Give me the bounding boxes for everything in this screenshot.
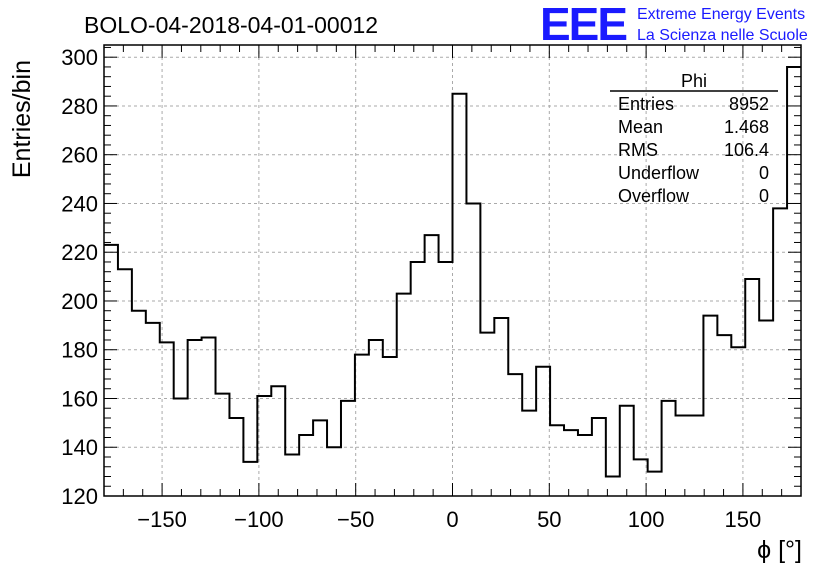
histogram-bin xyxy=(439,262,453,496)
histogram-bin xyxy=(494,318,508,496)
chart-title: BOLO-04-2018-04-01-00012 xyxy=(84,12,378,38)
x-axis-label: ϕ [°] xyxy=(757,536,802,564)
stats-label: RMS xyxy=(618,140,658,160)
y-tick-labels: 120 140 160 180 200 220 240 260 280 300 xyxy=(61,45,98,509)
histogram-bin xyxy=(229,418,243,496)
histogram-bin xyxy=(425,235,439,496)
x-tick-label: 150 xyxy=(725,507,762,532)
histogram-outline xyxy=(104,65,801,478)
histogram-bin xyxy=(341,401,355,496)
y-tick-label: 140 xyxy=(61,435,98,460)
y-tick-label: 200 xyxy=(61,289,98,314)
histogram-bin xyxy=(271,386,285,496)
histogram-bin xyxy=(369,340,383,496)
histogram-bin xyxy=(508,374,522,496)
histogram-bin xyxy=(773,208,787,496)
axis-ticks xyxy=(103,45,802,497)
histogram-bin xyxy=(243,462,257,496)
histogram-bin xyxy=(787,67,801,496)
y-tick-label: 300 xyxy=(61,45,98,70)
x-tick-labels: −150 −100 −50 0 50 100 150 xyxy=(137,507,761,532)
histogram-bin xyxy=(717,335,731,496)
x-tick-label: −100 xyxy=(234,507,284,532)
histogram-bin xyxy=(132,311,146,496)
logo-line2: La Scienza nelle Scuole xyxy=(637,27,808,44)
stats-label: Underflow xyxy=(618,163,700,183)
stats-value: 1.468 xyxy=(724,117,769,137)
histogram-bin xyxy=(480,333,494,496)
histogram-bin xyxy=(118,269,132,496)
histogram-bin xyxy=(522,411,536,496)
histogram-bin xyxy=(411,262,425,496)
histogram-bin xyxy=(745,279,759,496)
y-tick-label: 160 xyxy=(61,386,98,411)
stats-value: 0 xyxy=(759,163,769,183)
histogram-bin xyxy=(759,320,773,496)
histogram-bin xyxy=(676,416,690,496)
histogram-bin xyxy=(620,406,634,496)
histogram-bin xyxy=(174,398,188,496)
x-tick-label: 100 xyxy=(628,507,665,532)
histogram-bin xyxy=(703,316,717,496)
histogram-bin xyxy=(327,447,341,496)
y-tick-label: 280 xyxy=(61,94,98,119)
x-tick-label: −50 xyxy=(337,507,374,532)
histogram-bin xyxy=(313,420,327,496)
stats-label: Overflow xyxy=(618,186,690,206)
histogram-bin xyxy=(453,94,467,496)
stats-value: 8952 xyxy=(729,94,769,114)
y-axis-label: Entries/bin xyxy=(8,60,36,178)
stats-value: 0 xyxy=(759,186,769,206)
stats-label: Mean xyxy=(618,117,663,137)
histogram-bin xyxy=(689,416,703,496)
y-tick-label: 240 xyxy=(61,191,98,216)
histogram-bin xyxy=(648,472,662,496)
histogram-bin xyxy=(731,347,745,496)
histogram-bin xyxy=(383,357,397,496)
histogram-bin xyxy=(104,245,118,496)
y-tick-label: 120 xyxy=(61,484,98,509)
histogram-bin xyxy=(578,435,592,496)
stats-box: Phi Entries 8952 Mean 1.468 RMS 106.4 Underflo… xyxy=(610,71,778,206)
plot-frame xyxy=(103,44,802,497)
histogram-bin xyxy=(397,294,411,496)
logo-line1: Extreme Energy Events xyxy=(637,6,805,23)
histogram-bin xyxy=(564,430,578,496)
histogram-bin xyxy=(188,340,202,496)
histogram-bin xyxy=(355,355,369,496)
histogram-bin xyxy=(202,338,216,496)
histogram-bin xyxy=(299,435,313,496)
histogram-bin xyxy=(536,367,550,496)
stats-name: Phi xyxy=(681,71,707,91)
stats-label: Entries xyxy=(618,94,674,114)
histogram-bin xyxy=(146,323,160,496)
histogram-bins xyxy=(104,67,801,496)
histogram-bin xyxy=(466,203,480,496)
x-tick-label: −150 xyxy=(137,507,187,532)
histogram-bin xyxy=(634,459,648,496)
x-tick-label: 50 xyxy=(537,507,561,532)
x-tick-label: 0 xyxy=(446,507,458,532)
stats-value: 106.4 xyxy=(724,140,769,160)
y-tick-label: 180 xyxy=(61,338,98,363)
histogram-bin xyxy=(257,396,271,496)
eee-logo: EEE xyxy=(540,0,626,50)
histogram-bin xyxy=(550,425,564,496)
histogram-bin xyxy=(285,455,299,496)
histogram-bin xyxy=(662,401,676,496)
histogram-bin xyxy=(592,418,606,496)
y-tick-label: 220 xyxy=(61,240,98,265)
histogram-bin xyxy=(160,342,174,496)
histogram-bin xyxy=(606,476,620,496)
histogram-bin xyxy=(216,394,230,496)
y-tick-label: 260 xyxy=(61,143,98,168)
